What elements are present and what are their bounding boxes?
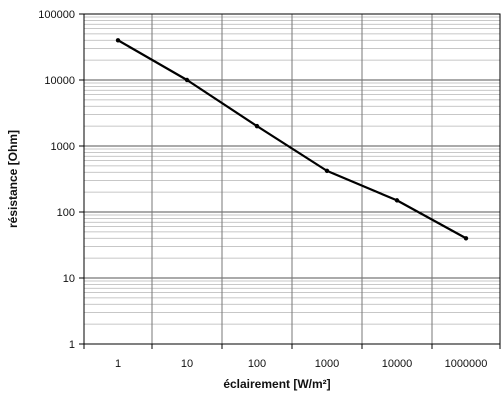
x-axis-label: éclairement [W/m²] xyxy=(223,377,330,391)
x-tick-labels: 1 10 100 1000 10000 1000000 xyxy=(83,344,501,370)
y-axis-label: résistance [Ohm] xyxy=(6,130,20,228)
y-tick-label: 100000 xyxy=(38,9,75,21)
x-tick-label: 10000 xyxy=(382,358,413,370)
data-point xyxy=(254,123,260,129)
y-tick-label: 100 xyxy=(57,207,75,219)
x-tick-label: 1000 xyxy=(315,358,339,370)
x-tick-label: 10 xyxy=(181,358,193,370)
y-tick-label: 1000 xyxy=(51,141,75,153)
data-point xyxy=(394,198,400,203)
series-line xyxy=(117,39,467,240)
x-tick-label: 100 xyxy=(248,358,266,370)
y-tick-label: 10000 xyxy=(44,75,75,87)
y-tick-label: 10 xyxy=(63,273,75,285)
data-point xyxy=(463,236,469,241)
data-point xyxy=(324,168,330,174)
data-point xyxy=(184,77,190,83)
y-tick-label: 1 xyxy=(69,339,75,351)
data-point xyxy=(115,38,121,43)
x-tick-label: 1000000 xyxy=(445,358,488,370)
y-tick-labels: 1 10 100 1000 10000 100000 xyxy=(38,9,84,351)
series-layer xyxy=(115,38,469,241)
vertical-gridlines xyxy=(151,14,433,344)
x-tick-label: 1 xyxy=(115,358,121,370)
